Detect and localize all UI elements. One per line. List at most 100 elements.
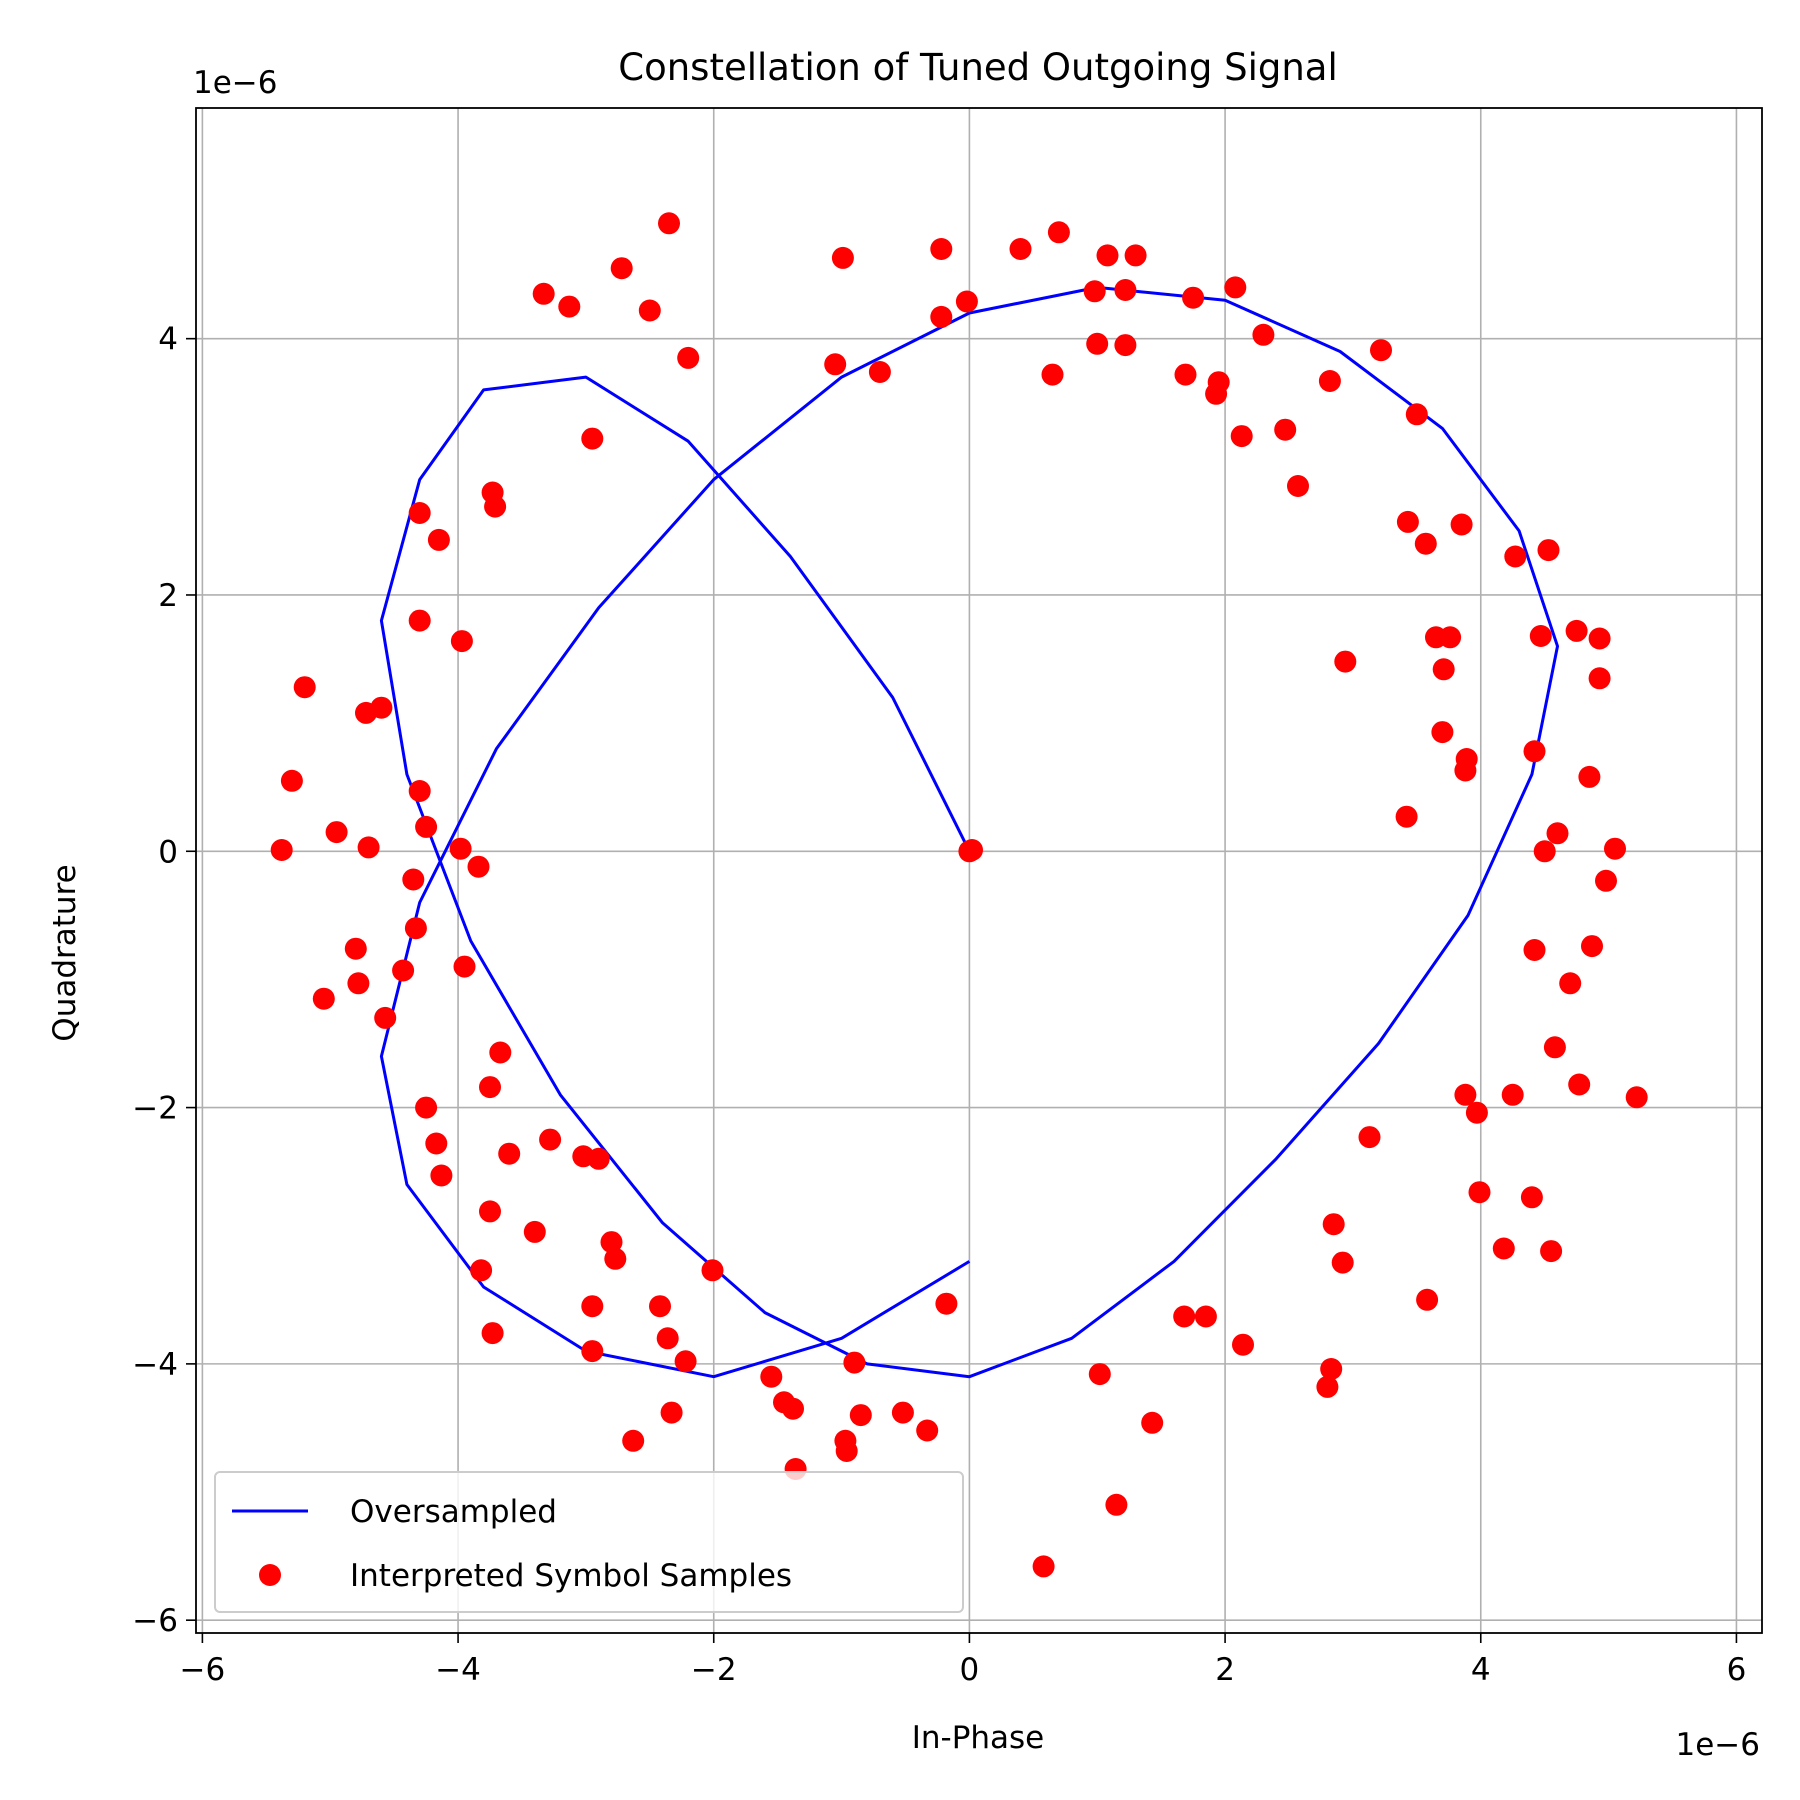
symbol-sample-point <box>1533 840 1556 863</box>
symbol-sample-point <box>415 815 438 838</box>
symbol-sample-point <box>1625 1086 1648 1109</box>
symbol-sample-point <box>660 1401 683 1424</box>
symbol-sample-point <box>1194 1305 1217 1328</box>
symbol-sample-point <box>1588 667 1611 690</box>
symbol-sample-point <box>610 257 633 280</box>
symbol-sample-point <box>1454 759 1477 782</box>
symbol-sample-point <box>1322 1213 1345 1236</box>
symbol-sample-point <box>325 821 348 844</box>
symbol-sample-point <box>558 295 581 318</box>
symbol-sample-point <box>357 836 380 859</box>
x-tick-label: −2 <box>691 1652 737 1688</box>
symbol-sample-point <box>1529 625 1552 647</box>
symbol-sample-point <box>1370 339 1392 362</box>
symbol-sample-point <box>701 1259 724 1282</box>
symbol-sample-point <box>600 1231 623 1254</box>
symbol-sample-point <box>961 839 983 861</box>
symbol-sample-point <box>1588 627 1611 650</box>
symbol-sample-point <box>1083 280 1106 303</box>
legend-label-symbols: Interpreted Symbol Samples <box>350 1558 792 1594</box>
x-tick-label: 6 <box>1727 1652 1747 1688</box>
symbol-sample-point <box>1523 939 1546 961</box>
y-tick-label: 4 <box>158 322 178 358</box>
symbol-sample-point <box>1174 363 1197 386</box>
symbol-sample-point <box>782 1397 804 1420</box>
symbol-sample-point <box>453 955 476 978</box>
y-tick-label: 2 <box>158 578 178 614</box>
symbol-sample-point <box>649 1295 671 1318</box>
symbol-sample-point <box>1581 935 1603 958</box>
symbol-sample-point <box>1331 1251 1354 1274</box>
symbol-sample-point <box>1405 403 1428 426</box>
y-axis-label: Quadrature <box>47 864 83 1041</box>
x-tick-label: 0 <box>960 1652 980 1688</box>
symbol-sample-point <box>392 959 415 982</box>
symbol-sample-point <box>658 212 680 235</box>
x-tick-label: −6 <box>180 1652 226 1688</box>
symbol-sample-point <box>1041 363 1064 386</box>
symbol-sample-point <box>270 839 293 861</box>
symbol-sample-point <box>1105 1493 1128 1516</box>
symbol-sample-point <box>415 1096 438 1119</box>
symbol-sample-point <box>760 1365 783 1388</box>
symbol-sample-point <box>1543 1036 1566 1059</box>
symbol-sample-point <box>656 1327 679 1350</box>
symbol-sample-point <box>1520 1186 1543 1209</box>
symbol-sample-point <box>1504 545 1527 568</box>
symbol-sample-point <box>930 305 953 328</box>
symbol-sample-point <box>674 1350 697 1373</box>
symbol-sample-point <box>1141 1411 1164 1434</box>
symbol-sample-point <box>1114 334 1137 357</box>
symbol-sample-point <box>1416 1288 1439 1311</box>
symbol-sample-point <box>449 837 472 860</box>
symbol-sample-point <box>1086 332 1109 355</box>
symbol-sample-point <box>1334 650 1357 673</box>
symbol-sample-point <box>1232 1333 1254 1356</box>
symbol-sample-point <box>955 290 978 313</box>
symbol-sample-point <box>1468 1181 1491 1204</box>
axes-frame <box>195 107 1763 1634</box>
symbol-sample-point <box>489 1041 512 1064</box>
symbol-sample-point <box>849 1404 872 1427</box>
chart-title: Constellation of Tuned Outgoing Signal <box>618 46 1338 89</box>
symbol-sample-point <box>935 1292 958 1315</box>
symbol-sample-point <box>868 361 891 383</box>
symbol-sample-point <box>404 917 427 940</box>
symbol-sample-point <box>402 868 425 891</box>
y-scale-label: 1e−6 <box>193 65 278 101</box>
symbol-sample-point <box>1230 425 1253 448</box>
symbol-sample-point <box>1523 740 1546 763</box>
symbol-sample-point <box>430 1164 453 1187</box>
symbol-sample-point <box>1287 475 1309 497</box>
symbol-sample-point <box>408 502 431 524</box>
symbol-sample-point <box>1432 658 1455 681</box>
symbol-sample-point <box>374 1006 397 1029</box>
x-axis-label: In-Phase <box>912 1720 1045 1756</box>
symbol-sample-point <box>835 1440 858 1462</box>
symbol-sample-point <box>425 1132 448 1155</box>
symbol-sample-point <box>1431 721 1454 744</box>
symbol-sample-point <box>1316 1375 1339 1398</box>
symbol-sample-point <box>427 528 450 551</box>
symbol-sample-point <box>1537 539 1560 562</box>
symbol-sample-point <box>1565 619 1588 642</box>
symbol-sample-point <box>1465 1101 1488 1124</box>
symbol-sample-point <box>1182 286 1205 309</box>
symbol-sample-point <box>532 282 555 305</box>
symbol-sample-point <box>1047 221 1070 244</box>
symbol-sample-point <box>344 937 367 960</box>
symbol-sample-point <box>470 1259 493 1282</box>
symbol-sample-point <box>312 987 335 1010</box>
symbol-sample-point <box>280 769 303 792</box>
symbol-sample-point <box>1439 626 1462 649</box>
legend-label-oversampled: Oversampled <box>350 1494 557 1530</box>
symbol-sample-point <box>1540 1240 1563 1263</box>
axes <box>186 107 1763 1643</box>
x-scale-label: 1e−6 <box>1676 1727 1761 1763</box>
symbol-sample-point <box>1395 805 1418 828</box>
x-tick-label: −4 <box>435 1652 481 1688</box>
y-tick-label: −6 <box>132 1603 178 1639</box>
symbol-sample-point <box>539 1128 562 1151</box>
symbol-sample-point <box>622 1429 645 1452</box>
y-tick-label: 0 <box>158 834 178 870</box>
